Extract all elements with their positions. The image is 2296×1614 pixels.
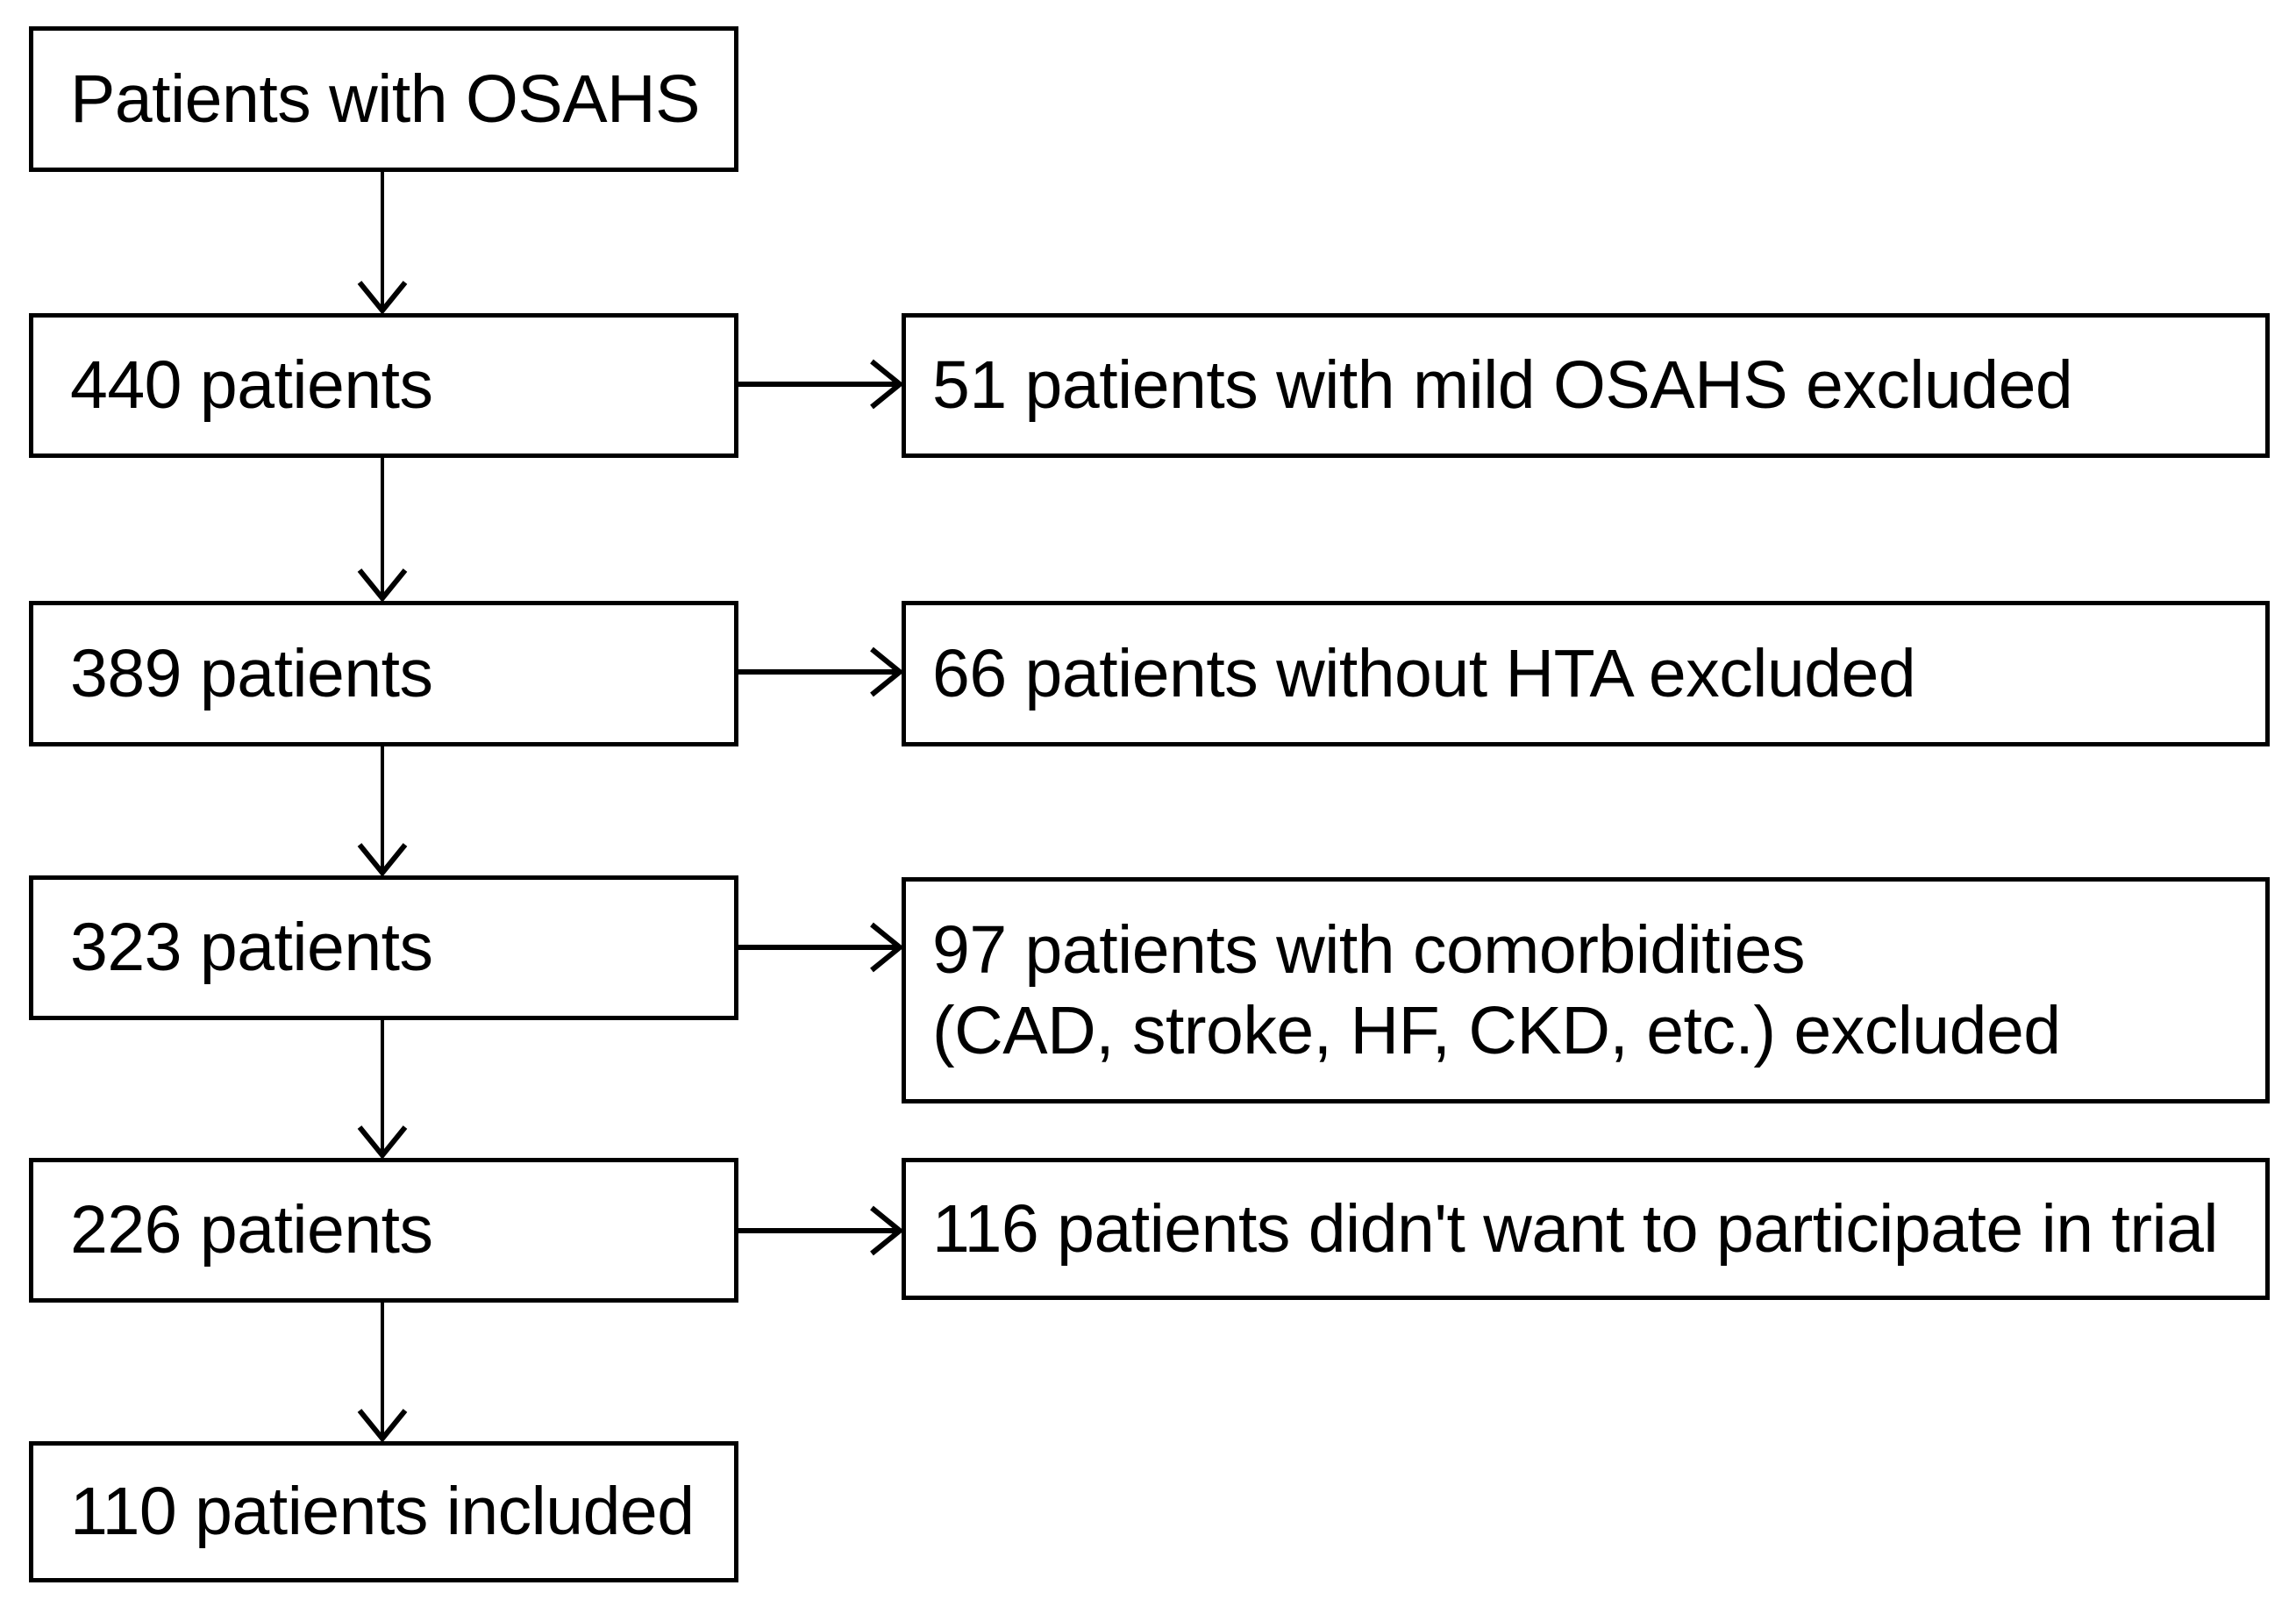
flow-node-included: 110 patients included bbox=[29, 1441, 738, 1582]
down-arrow-icon bbox=[357, 1303, 408, 1443]
flow-node-included-label: 110 patients included bbox=[70, 1474, 695, 1550]
flow-node-440-patients: 440 patients bbox=[29, 313, 738, 458]
flow-node-323-label: 323 patients bbox=[70, 910, 433, 986]
exclusion-comorbidities-label: 97 patients with comorbidities (CAD, str… bbox=[932, 911, 2061, 1068]
flow-node-440-label: 440 patients bbox=[70, 347, 433, 424]
exclusion-mild-osahs-label: 51 patients with mild OSAHS excluded bbox=[932, 347, 2073, 424]
down-arrow-icon bbox=[357, 1020, 408, 1160]
exclusion-node-mild-osahs: 51 patients with mild OSAHS excluded bbox=[902, 313, 2270, 458]
exclusion-node-comorbidities: 97 patients with comorbidities (CAD, str… bbox=[902, 877, 2270, 1103]
flow-node-226-patients: 226 patients bbox=[29, 1158, 738, 1303]
flow-node-389-patients: 389 patients bbox=[29, 601, 738, 746]
down-arrow-icon bbox=[357, 458, 408, 603]
right-arrow-icon bbox=[738, 359, 904, 410]
flow-node-323-patients: 323 patients bbox=[29, 875, 738, 1020]
flow-node-389-label: 389 patients bbox=[70, 635, 433, 711]
flow-node-start: Patients with OSAHS bbox=[29, 26, 738, 172]
flow-node-start-label: Patients with OSAHS bbox=[70, 61, 701, 137]
down-arrow-icon bbox=[357, 172, 408, 315]
exclusion-node-no-hta: 66 patients without HTA excluded bbox=[902, 601, 2270, 746]
right-arrow-icon bbox=[738, 1205, 904, 1256]
exclusion-no-hta-label: 66 patients without HTA excluded bbox=[932, 635, 1916, 711]
flow-node-226-label: 226 patients bbox=[70, 1192, 433, 1268]
exclusion-node-declined: 116 patients didn't want to participate … bbox=[902, 1158, 2270, 1300]
right-arrow-icon bbox=[738, 922, 904, 973]
down-arrow-icon bbox=[357, 746, 408, 877]
exclusion-declined-label: 116 patients didn't want to participate … bbox=[932, 1190, 2219, 1267]
right-arrow-icon bbox=[738, 646, 904, 697]
